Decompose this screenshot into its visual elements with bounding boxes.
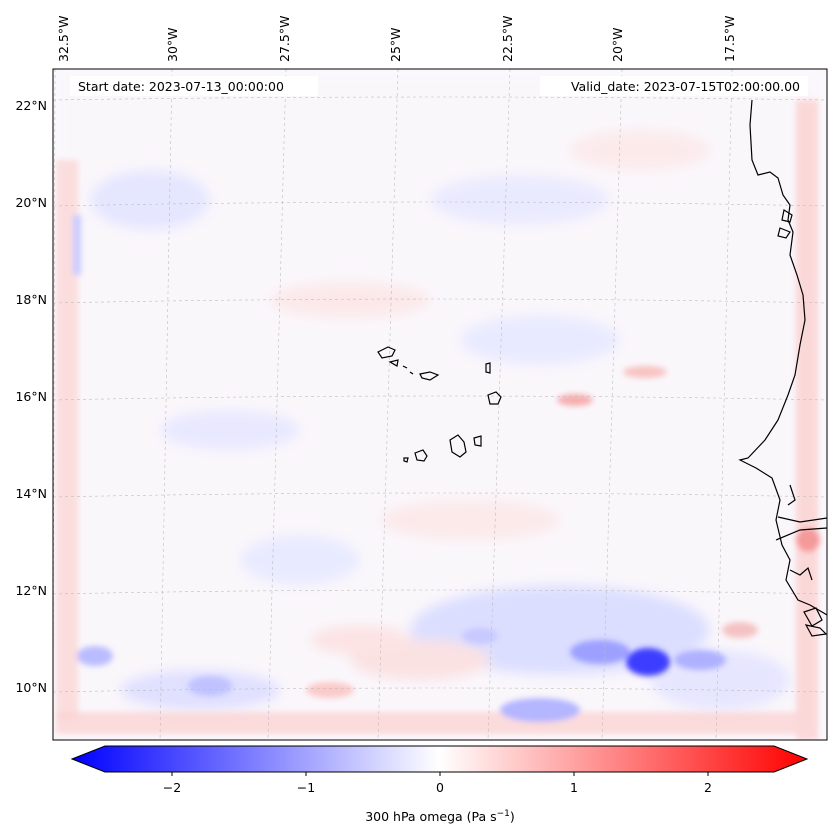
- colorbar-tick-label: 2: [704, 780, 712, 795]
- lon-label: 17.5°W: [722, 16, 737, 62]
- colorbar-label-sup: −1: [497, 809, 510, 819]
- colorbar: −2 −1 0 1 2 300 hPa omega (Pa s−1): [70, 745, 809, 824]
- longitude-labels: 32.5°W 30°W 27.5°W 25°W 22.5°W 20°W 17.5…: [56, 16, 737, 62]
- colorbar-ticks: [171, 772, 709, 776]
- map-frame: [52, 68, 828, 741]
- lon-label: 22.5°W: [500, 16, 515, 62]
- valid-date-annotation: Valid_date: 2023-07-15T02:00:00.00: [540, 76, 808, 96]
- cape-verde-islands: [377, 346, 502, 463]
- start-date-text: Start date: 2023-07-13_00:00:00: [78, 79, 284, 94]
- colorbar-label-main: 300 hPa omega (Pa s: [365, 809, 496, 824]
- colorbar-label: 300 hPa omega (Pa s−1): [365, 809, 515, 824]
- colorbar-bar: [70, 745, 809, 773]
- omega-field: [53, 69, 827, 740]
- lon-label: 32.5°W: [56, 16, 71, 62]
- lat-label: 12°N: [15, 583, 47, 598]
- colorbar-tick-label: 1: [570, 780, 578, 795]
- lon-label: 27.5°W: [277, 16, 292, 62]
- colorbar-tick-label: −1: [297, 780, 315, 795]
- valid-date-text: Valid_date: 2023-07-15T02:00:00.00: [571, 79, 800, 94]
- lon-label: 30°W: [165, 27, 180, 62]
- lat-label: 14°N: [15, 486, 47, 501]
- lat-label: 22°N: [15, 98, 47, 113]
- colorbar-tick-label: 0: [436, 780, 444, 795]
- lat-label: 10°N: [15, 680, 47, 695]
- colorbar-tick-label: −2: [163, 780, 181, 795]
- start-date-annotation: Start date: 2023-07-13_00:00:00: [70, 76, 318, 96]
- lat-label: 20°N: [15, 195, 47, 210]
- lon-label: 20°W: [610, 27, 625, 62]
- lon-label: 25°W: [388, 27, 403, 62]
- lat-label: 16°N: [15, 389, 47, 404]
- lat-label: 18°N: [15, 292, 47, 307]
- coastline: [738, 99, 827, 637]
- colorbar-label-end: ): [510, 809, 515, 824]
- latitude-labels: 22°N 20°N 18°N 16°N 14°N 12°N 10°N: [15, 98, 47, 695]
- map-panel: Start date: 2023-07-13_00:00:00 Valid_da…: [52, 68, 828, 741]
